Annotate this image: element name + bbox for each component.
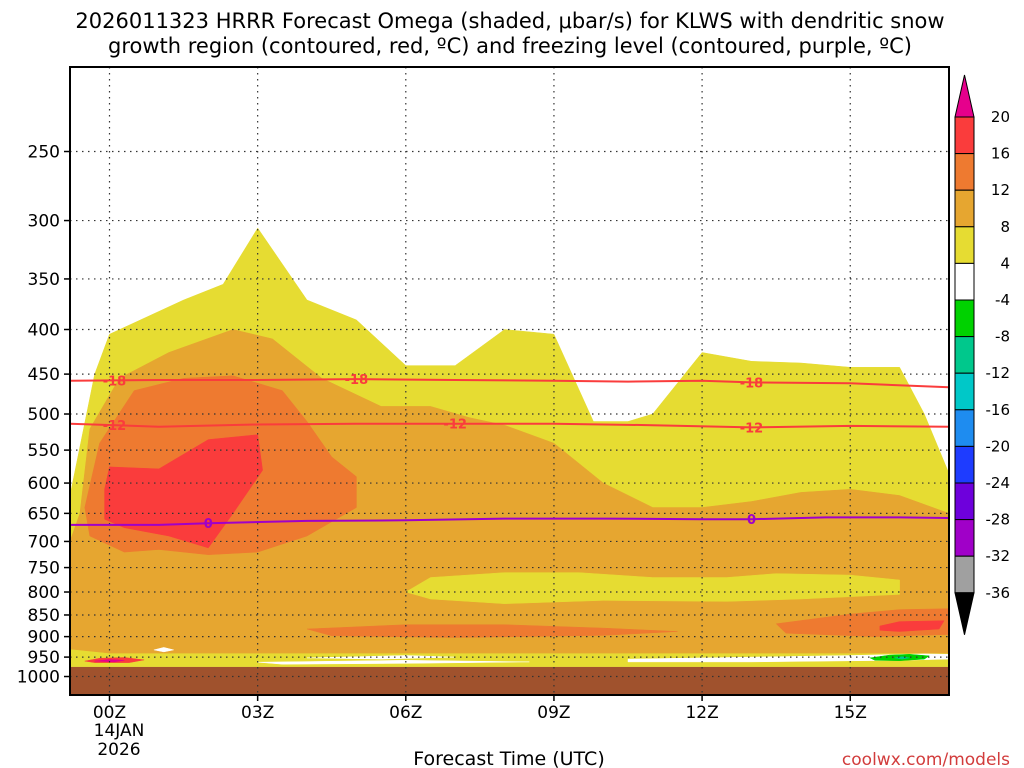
y-tick-label-300: 300	[28, 212, 60, 232]
x-subtick-date: 14JAN	[94, 721, 145, 741]
colorbar-tick-label-minus12: -12	[986, 364, 1011, 382]
x-tick-label-15Z: 15Z	[834, 703, 867, 723]
y-tick-label-950: 950	[28, 648, 60, 668]
omega-region-10	[257, 660, 530, 665]
y-axis: 2503003504004505005506006507007508008509…	[17, 143, 70, 688]
contour-line-minus12-1	[69, 422, 950, 429]
omega-region-13	[894, 656, 910, 660]
chart-title-line2: growth region (contoured, red, ºC) and f…	[108, 34, 912, 58]
colorbar-tick-label-minus24: -24	[986, 474, 1011, 492]
contour-line-minus18-0	[69, 378, 950, 389]
y-tick-label-250: 250	[28, 143, 60, 163]
y-tick-label-500: 500	[28, 405, 60, 425]
credit-text: coolwx.com/models	[842, 750, 1010, 768]
contour-label-minus12-0: -12	[103, 419, 127, 434]
colorbar-tick-label-minus32: -32	[986, 547, 1011, 565]
contour-label-minus18-2: -18	[740, 376, 764, 391]
plot-frame	[69, 66, 950, 696]
y-tick-label-600: 600	[28, 474, 60, 494]
omega-region-15	[94, 659, 125, 663]
colorbar-tick-label-minus28: -28	[986, 511, 1011, 529]
contour-label-minus18-0: -18	[103, 374, 127, 389]
colorbar-top-arrow	[954, 74, 975, 118]
contour-label-minus12-2: -12	[740, 421, 764, 436]
grid-lines	[70, 67, 949, 695]
colorbar-tick-label-minus20: -20	[986, 437, 1011, 455]
omega-region-3	[104, 434, 263, 549]
x-tick-label-09Z: 09Z	[537, 703, 570, 723]
x-tick-label-00Z: 00Z	[93, 703, 126, 723]
y-tick-label-450: 450	[28, 365, 60, 385]
colorbar-box-9	[954, 445, 975, 484]
omega-colorbar: 20 16 12 8 4 -4 -8 -12 -16 -20 -24 -28 -32 -36	[954, 74, 1011, 635]
colorbar-tick-label-4: 4	[1000, 254, 1010, 272]
y-tick-label-800: 800	[28, 583, 60, 603]
x-axis-label: Forecast Time (UTC)	[413, 748, 604, 768]
y-tick-label-350: 350	[28, 270, 60, 290]
x-tick-label-06Z: 06Z	[389, 703, 422, 723]
y-tick-label-1000: 1000	[17, 668, 60, 688]
colorbar-box-12	[954, 555, 975, 594]
x-subtick-year: 2026	[97, 740, 140, 760]
contour-label-0-1: 0	[747, 513, 756, 528]
ground-fill	[70, 666, 949, 695]
colorbar-box-6	[954, 336, 975, 374]
omega-region-7	[879, 620, 945, 632]
colorbar-box-11	[954, 519, 975, 557]
x-tick-label-03Z: 03Z	[241, 703, 274, 723]
colorbar-tick-label-8: 8	[1000, 218, 1010, 236]
colorbar-tick-label-minus16: -16	[986, 401, 1011, 419]
y-tick-label-700: 700	[28, 532, 60, 552]
contour-label-minus12-1: -12	[443, 418, 467, 433]
colorbar-tick-label-minus36: -36	[986, 584, 1011, 602]
colorbar-tick-label-minus4: -4	[995, 291, 1010, 309]
chart-title-line1: 2026011323 HRRR Forecast Omega (shaded, …	[75, 9, 944, 33]
colorbar-box-4	[954, 262, 975, 301]
y-tick-label-900: 900	[28, 628, 60, 648]
plot-area	[70, 227, 949, 695]
y-tick-label-750: 750	[28, 559, 60, 579]
omega-region-4	[405, 572, 900, 604]
y-tick-label-850: 850	[28, 606, 60, 626]
omega-region-9	[627, 653, 949, 663]
x-tick-label-12Z: 12Z	[685, 703, 718, 723]
colorbar-box-1	[954, 153, 975, 191]
contour-label-minus18-1: -18	[345, 373, 369, 388]
x-axis: 00Z 03Z 06Z 09Z 12Z 15Z	[93, 695, 867, 723]
y-tick-label-400: 400	[28, 321, 60, 341]
colorbar-box-0	[954, 116, 975, 155]
colorbar-bottom-arrow	[954, 592, 975, 635]
colorbar-tick-label-12: 12	[991, 181, 1010, 199]
colorbar-box-7	[954, 372, 975, 411]
colorbar-box-5	[954, 299, 975, 338]
colorbar-box-8	[954, 409, 975, 447]
contour-line-0-2	[70, 516, 950, 526]
y-tick-label-550: 550	[28, 441, 60, 461]
y-tick-label-650: 650	[28, 504, 60, 524]
colorbar-tick-label-16: 16	[991, 145, 1010, 163]
colorbar-box-2	[954, 189, 975, 228]
colorbar-tick-label-20: 20	[991, 108, 1010, 126]
temperature-contours: -18 -18 -18 -12 -12 -12 0 0	[69, 373, 950, 532]
colorbar-box-3	[954, 226, 975, 264]
omega-region-5	[306, 624, 678, 638]
omega-region-11	[153, 647, 174, 653]
colorbar-box-10	[954, 482, 975, 521]
contour-label-0-0: 0	[204, 517, 213, 532]
colorbar-tick-label-minus8: -8	[995, 328, 1010, 346]
